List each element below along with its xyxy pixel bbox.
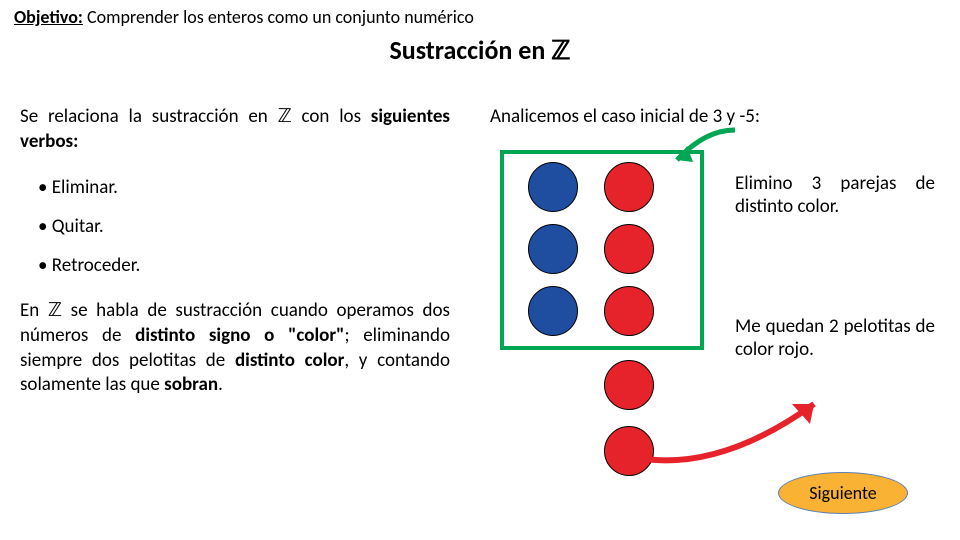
annotation-eliminate: Elimino 3 parejas de distinto color. xyxy=(735,173,935,219)
intro-post: con los xyxy=(292,105,371,128)
left-column: Se relaciona la sustracción en ℤ con los… xyxy=(20,105,450,398)
explanation-paragraph: En ℤ se habla de sustracción cuando oper… xyxy=(20,299,450,398)
next-button[interactable]: Siguiente xyxy=(778,472,908,514)
ball xyxy=(604,224,654,274)
case-title: Analicemos el caso inicial de 3 y -5: xyxy=(490,105,940,128)
exp-h: . xyxy=(218,373,223,396)
bullet-quitar: Quitar. xyxy=(38,215,450,238)
ball xyxy=(604,360,654,410)
z-symbol-inline: ℤ xyxy=(278,106,292,127)
bullet-eliminar: Eliminar. xyxy=(38,176,450,199)
exp-e: distinto color xyxy=(235,349,344,372)
objetivo-text: Comprender los enteros como un conjunto … xyxy=(83,6,474,28)
objetivo-line: Objetivo: Comprender los enteros como un… xyxy=(14,6,474,28)
ball xyxy=(528,224,578,274)
ball xyxy=(604,162,654,212)
z-symbol-inline2: ℤ xyxy=(48,300,62,321)
intro-pre: Se relaciona la sustracción en xyxy=(20,105,278,128)
ball xyxy=(528,162,578,212)
ball xyxy=(528,286,578,336)
title-pre: Sustracción en xyxy=(389,34,551,66)
objetivo-label: Objetivo: xyxy=(14,6,83,28)
bullet-list: Eliminar. Quitar. Retroceder. xyxy=(38,176,450,277)
ball xyxy=(604,286,654,336)
z-symbol: ℤ xyxy=(551,36,570,65)
right-column: Analicemos el caso inicial de 3 y -5: xyxy=(490,105,940,128)
exp-c: distinto signo o "color" xyxy=(135,324,344,347)
ball xyxy=(604,426,654,476)
intro-text: Se relaciona la sustracción en ℤ con los… xyxy=(20,105,450,154)
next-button-label: Siguiente xyxy=(809,482,877,504)
ball-diagram xyxy=(500,150,730,510)
exp-a: En xyxy=(20,299,48,322)
bullet-retroceder: Retroceder. xyxy=(38,254,450,277)
page-title: Sustracción en ℤ xyxy=(0,34,960,66)
annotation-remaining: Me quedan 2 pelotitas de color rojo. xyxy=(735,316,935,362)
exp-g: sobran xyxy=(164,373,218,396)
